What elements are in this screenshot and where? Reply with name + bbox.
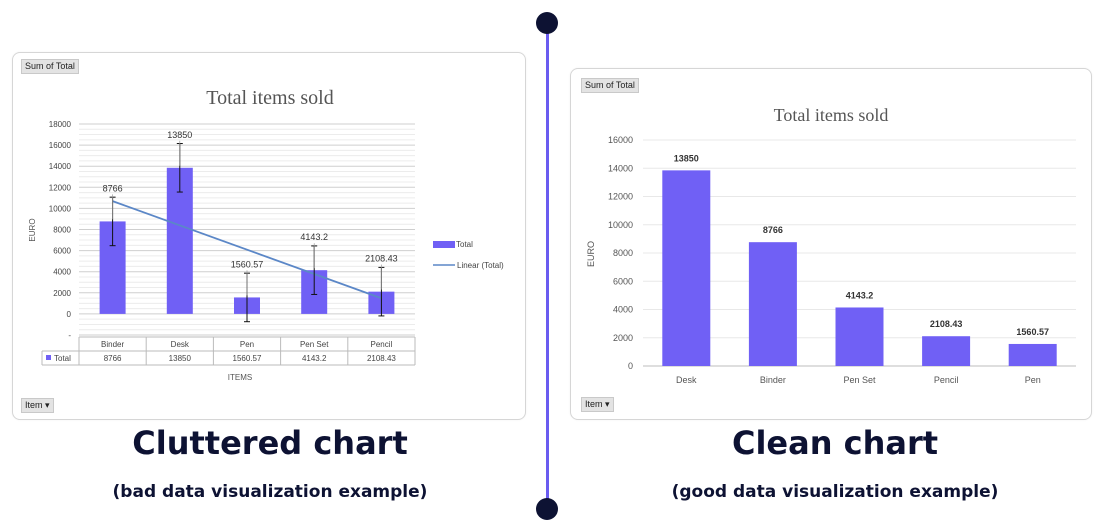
y-tick-label: 14000: [608, 163, 633, 173]
x-tick-label: Binder: [760, 375, 786, 385]
bar-desk: [662, 170, 711, 366]
data-label: 2108.43: [930, 319, 963, 329]
x-tick-label: Binder: [101, 340, 124, 349]
legend-total-label: Total: [456, 240, 473, 249]
legend: Total Linear (Total): [433, 240, 504, 270]
y-axis-label: EURO: [28, 218, 37, 241]
clean-chart: Total items sold EURO 0 2000 4000 6000 8000 1…: [586, 105, 1076, 385]
linear-trendline: [112, 200, 382, 300]
bar-pen-set: [835, 307, 884, 366]
data-label: 2108.43: [365, 254, 398, 264]
data-label: 1560.57: [1016, 327, 1049, 337]
bar-pencil: [922, 336, 971, 366]
y-tick-label: 0: [67, 310, 72, 319]
legend-trend-label: Linear (Total): [457, 261, 504, 270]
x-tick-label: Pen Set: [843, 375, 876, 385]
x-tick-label: Pen: [240, 340, 254, 349]
x-tick-label: Pencil: [934, 375, 959, 385]
table-cell: 8766: [104, 354, 122, 363]
y-tick-label: 8000: [53, 226, 71, 235]
y-tick-label: 6000: [613, 276, 633, 286]
clean-chart-caption: Clean chart: [731, 424, 939, 462]
data-label: 13850: [167, 130, 192, 140]
data-label: 8766: [103, 183, 123, 193]
x-tick-label: Pen: [1025, 375, 1041, 385]
item-filter-dropdown[interactable]: Item ▾: [21, 398, 54, 413]
y-tick-label: 16000: [49, 141, 72, 150]
data-label: 1560.57: [231, 259, 264, 269]
divider-top-dot: [536, 12, 558, 34]
y-tick-label: 14000: [49, 162, 72, 171]
data-label: 4143.2: [846, 290, 874, 300]
y-tick-label: 16000: [608, 135, 633, 145]
clean-chart-subcaption: (good data visualization example): [671, 482, 999, 502]
table-series-swatch: [46, 355, 51, 360]
y-tick-label: 8000: [613, 248, 633, 258]
x-tick-label: Desk: [171, 340, 190, 349]
table-cell: 2108.43: [367, 354, 396, 363]
bar-pen: [1008, 343, 1057, 366]
y-tick-label: 2000: [53, 289, 71, 298]
y-tick-label: 0: [628, 361, 633, 371]
table-cell: 1560.57: [233, 354, 262, 363]
cluttered-chart-panel: Sum of Total Total items sold EURO ITEMS…: [12, 52, 526, 420]
y-tick-label: 12000: [49, 183, 72, 192]
clean-chart-panel: Sum of Total Total items sold EURO 0 2000…: [570, 68, 1092, 420]
cluttered-chart-caption: Cluttered chart: [132, 424, 408, 462]
table-cell: 13850: [169, 354, 192, 363]
chart-title: Total items sold: [774, 105, 889, 125]
x-tick-label: Pen Set: [300, 340, 329, 349]
y-tick-label: 10000: [608, 220, 633, 230]
y-tick-label: 2000: [613, 333, 633, 343]
y-tick-label: 18000: [49, 120, 72, 129]
data-label: 4143.2: [300, 232, 328, 242]
sum-of-total-button[interactable]: Sum of Total: [581, 78, 639, 93]
table-series-label: Total: [54, 354, 71, 363]
x-tick-label: Pencil: [371, 340, 393, 349]
data-label: 8766: [763, 225, 783, 235]
y-axis-label: EURO: [586, 241, 596, 267]
divider-bottom-dot: [536, 498, 558, 520]
x-tick-label: Desk: [676, 375, 697, 385]
legend-total-swatch: [433, 241, 455, 248]
divider-line: [546, 24, 549, 508]
y-tick-label: 10000: [49, 204, 72, 213]
item-filter-dropdown[interactable]: Item ▾: [581, 397, 614, 412]
bar-binder: [748, 242, 797, 366]
table-cell: 4143.2: [302, 354, 327, 363]
cluttered-chart: Total items sold EURO ITEMS 0 2000 4000 600…: [28, 87, 504, 382]
y-tick-label: 12000: [608, 192, 633, 202]
y-tick-label: 6000: [53, 247, 71, 256]
x-axis-label: ITEMS: [228, 373, 252, 382]
chart-title: Total items sold: [206, 87, 333, 109]
y-tick-label: 4000: [53, 268, 71, 277]
y-tick-label: 4000: [613, 305, 633, 315]
data-label: 13850: [674, 153, 699, 163]
sum-of-total-button[interactable]: Sum of Total: [21, 59, 79, 74]
cluttered-chart-subcaption: (bad data visualization example): [112, 482, 428, 502]
y-tick-label: -: [68, 331, 71, 340]
